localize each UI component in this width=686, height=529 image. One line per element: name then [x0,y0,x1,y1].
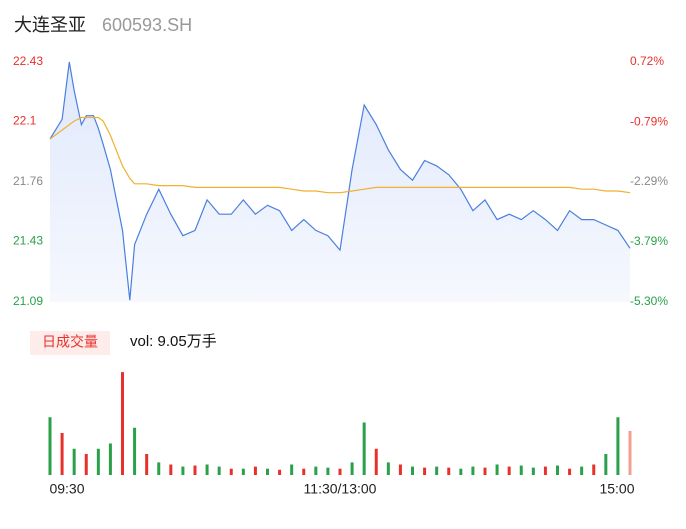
volume-bar [302,468,306,475]
volume-bar [398,464,402,475]
volume-bar [483,467,487,475]
y2-tick-label: -0.79% [630,114,668,128]
y-tick-label: 22.43 [13,54,43,68]
volume-bar [193,465,197,475]
volume-bar [266,468,269,475]
volume-bar [580,466,584,475]
volume-bar [616,417,620,475]
price-area [50,62,630,302]
volume-bar [241,468,245,475]
y-tick-label: 21.43 [13,233,43,247]
volume-bar [386,462,390,475]
y-tick-label: 21.76 [13,174,43,188]
volume-bar [543,466,547,475]
volume-bar [362,422,366,475]
volume-bar [121,372,124,475]
volume-summary: vol: 9.05万手 [130,333,217,350]
price-line [49,61,631,301]
volume-bar [471,466,475,475]
volume-bar [314,466,318,475]
y2-tick-label: -2.29% [630,174,668,188]
volume-bar [278,469,282,475]
stock-code: 600593.SH [102,15,192,35]
stock-name: 大连圣亚 [14,15,86,35]
volume-bar [108,443,112,475]
volume-bar [48,417,52,475]
volume-bar [217,466,221,475]
volume-bar [133,427,137,475]
x-tick-label: 09:30 [49,481,84,497]
x-tick-label: 15:00 [599,481,634,497]
x-tick-label: 11:30/13:00 [304,481,377,497]
volume-bar [229,468,233,475]
volume-bar [495,464,499,475]
volume-bar [459,468,463,475]
average-line [49,116,631,194]
volume-bar [592,464,596,475]
volume-bar [169,464,173,475]
volume-bar [326,467,330,475]
y-tick-label: 21.09 [13,294,43,308]
volume-bar [72,448,76,475]
volume-bar [205,464,209,475]
y-tick-label: 22.1 [13,113,37,127]
volume-bar [435,466,439,475]
volume-bar [447,467,451,475]
volume-bar [145,454,149,475]
volume-bar [96,448,100,475]
volume-bar [423,467,427,475]
volume-bar [519,465,523,475]
volume-bar [84,454,88,475]
volume-bar [290,464,294,475]
volume-tab-bg[interactable] [30,331,110,355]
volume-tab[interactable]: 日成交量 [42,334,98,350]
volume-bar [157,462,161,475]
volume-bar [507,466,511,475]
volume-bar [556,465,559,475]
volume-bar [374,448,378,475]
volume-bar [628,430,632,475]
y2-tick-label: -3.79% [630,234,668,248]
y2-tick-label: 0.72% [630,54,664,68]
volume-bar [604,454,608,475]
volume-bar [253,466,257,475]
y2-tick-label: -5.30% [630,294,668,308]
volume-bar [568,468,572,475]
volume-bar [531,467,535,475]
volume-bar [181,466,185,475]
volume-bar [338,468,342,475]
volume-bar [350,462,354,475]
volume-bar [411,466,414,475]
volume-bar [60,433,64,475]
